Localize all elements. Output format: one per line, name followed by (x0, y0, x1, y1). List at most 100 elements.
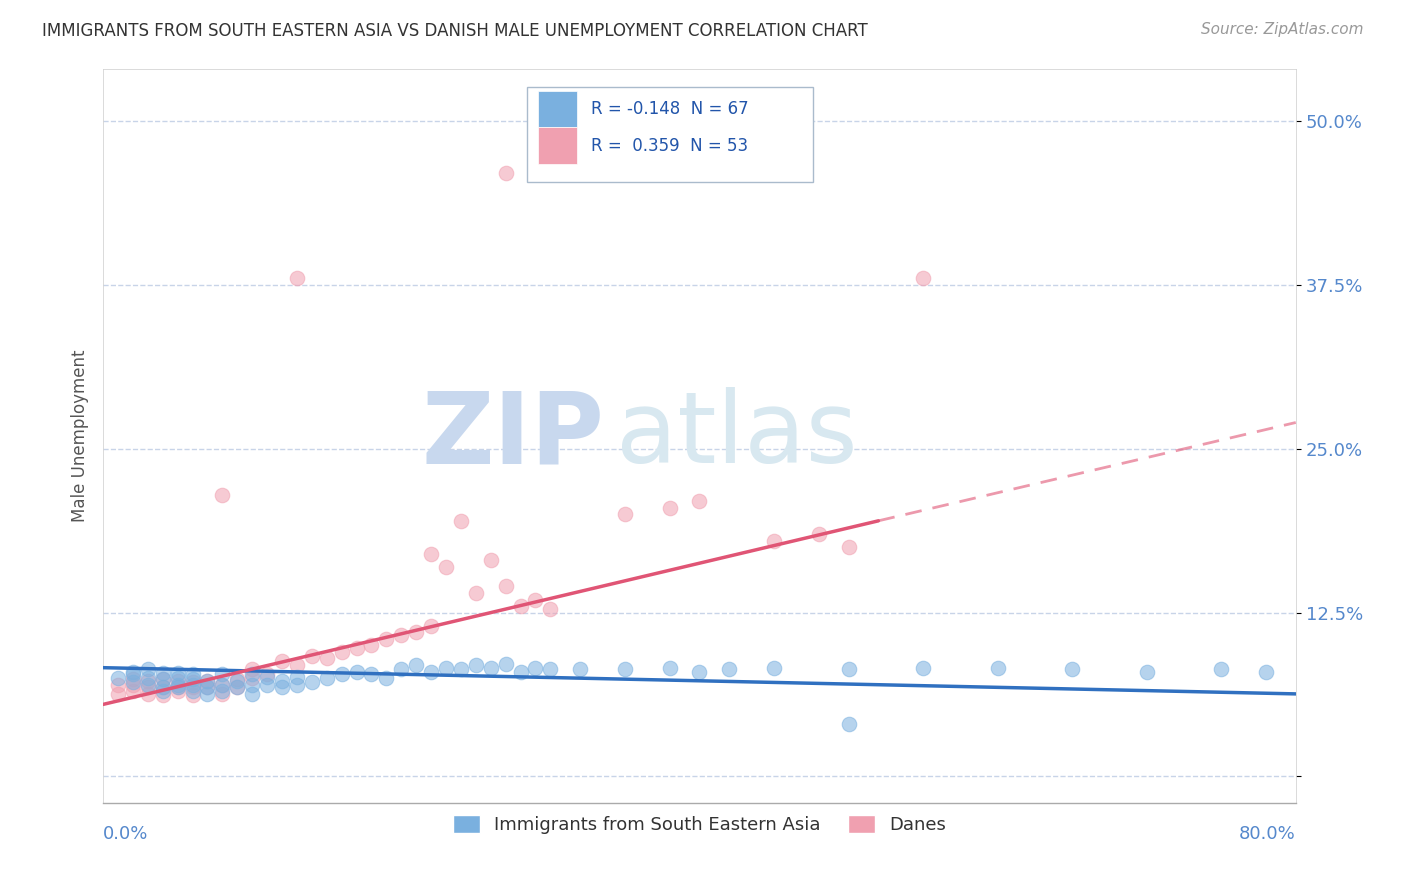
Point (181, 681, 204, 695)
Point (1211, 662, 1233, 676)
Point (912, 271, 935, 285)
Point (136, 687, 159, 701)
Text: 80.0%: 80.0% (1239, 825, 1296, 843)
Point (420, 547, 443, 561)
Point (136, 671, 159, 685)
Point (495, 657, 517, 671)
Point (1062, 662, 1084, 676)
Point (152, 665, 174, 680)
Point (122, 675, 145, 690)
Point (107, 687, 129, 701)
Point (315, 671, 337, 685)
Point (613, 662, 636, 676)
Point (464, 658, 486, 673)
Point (166, 678, 188, 692)
Point (152, 684, 174, 698)
Point (211, 678, 233, 692)
Point (524, 592, 547, 607)
Point (197, 681, 219, 695)
Point (464, 586, 486, 600)
Point (256, 667, 278, 681)
Point (152, 681, 174, 695)
Point (136, 673, 159, 688)
Point (375, 671, 398, 685)
Point (122, 678, 145, 692)
Point (509, 599, 531, 613)
FancyBboxPatch shape (538, 91, 576, 128)
Point (166, 671, 188, 685)
Point (240, 687, 263, 701)
Point (420, 618, 443, 632)
Point (240, 667, 263, 681)
Point (181, 675, 204, 690)
Point (197, 673, 219, 688)
Text: Source: ZipAtlas.com: Source: ZipAtlas.com (1201, 22, 1364, 37)
Point (538, 662, 561, 676)
Point (166, 681, 188, 695)
Point (346, 665, 368, 679)
Point (285, 670, 308, 684)
Point (152, 681, 174, 695)
Point (226, 681, 249, 695)
Point (211, 687, 233, 701)
Point (762, 661, 785, 675)
Text: R = -0.148  N = 67: R = -0.148 N = 67 (591, 100, 748, 118)
Point (495, 166, 517, 180)
Point (389, 662, 412, 676)
Point (762, 533, 785, 548)
Point (211, 678, 233, 692)
Point (122, 665, 145, 679)
FancyBboxPatch shape (526, 87, 813, 182)
Text: 0.0%: 0.0% (103, 825, 149, 843)
Point (479, 661, 502, 675)
FancyBboxPatch shape (538, 128, 576, 164)
Point (360, 667, 382, 681)
Point (330, 645, 353, 659)
Legend: Immigrants from South Eastern Asia, Danes: Immigrants from South Eastern Asia, Dane… (446, 807, 953, 841)
Point (166, 681, 188, 695)
Point (389, 628, 412, 642)
Point (226, 673, 249, 687)
Point (450, 662, 472, 676)
Point (240, 678, 263, 692)
Point (375, 632, 398, 646)
Point (912, 661, 935, 675)
Point (181, 684, 204, 698)
Point (509, 665, 531, 679)
Point (197, 687, 219, 701)
Point (613, 508, 636, 522)
Point (285, 678, 308, 692)
Point (285, 658, 308, 673)
Point (495, 579, 517, 593)
Point (479, 553, 502, 567)
Point (240, 671, 263, 685)
Point (136, 662, 159, 676)
Point (807, 527, 830, 541)
Point (569, 662, 592, 676)
Text: ZIP: ZIP (422, 387, 605, 484)
Point (211, 667, 233, 681)
Point (226, 681, 249, 695)
Point (152, 688, 174, 702)
Point (152, 673, 174, 687)
Point (1136, 665, 1159, 679)
Point (301, 648, 323, 663)
Point (524, 661, 547, 675)
Point (301, 675, 323, 690)
Point (405, 658, 427, 673)
Point (107, 678, 129, 692)
Point (658, 661, 681, 675)
Point (330, 667, 353, 681)
Point (240, 662, 263, 676)
Point (271, 654, 294, 668)
Point (987, 661, 1010, 675)
Point (838, 540, 860, 554)
Text: atlas: atlas (616, 387, 858, 484)
Point (450, 514, 472, 528)
Point (136, 681, 159, 695)
Point (211, 684, 233, 698)
Point (434, 661, 457, 675)
Point (838, 662, 860, 676)
Point (122, 667, 145, 681)
Point (271, 673, 294, 688)
